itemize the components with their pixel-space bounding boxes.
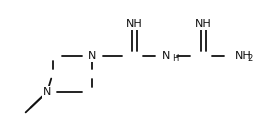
Text: N: N [162,51,170,61]
Text: N: N [87,51,96,61]
Text: NH: NH [195,19,212,29]
Text: N: N [43,87,52,97]
Text: 2: 2 [248,54,253,63]
Text: NH: NH [126,19,143,29]
Text: H: H [172,54,179,63]
Text: NH: NH [235,51,252,61]
